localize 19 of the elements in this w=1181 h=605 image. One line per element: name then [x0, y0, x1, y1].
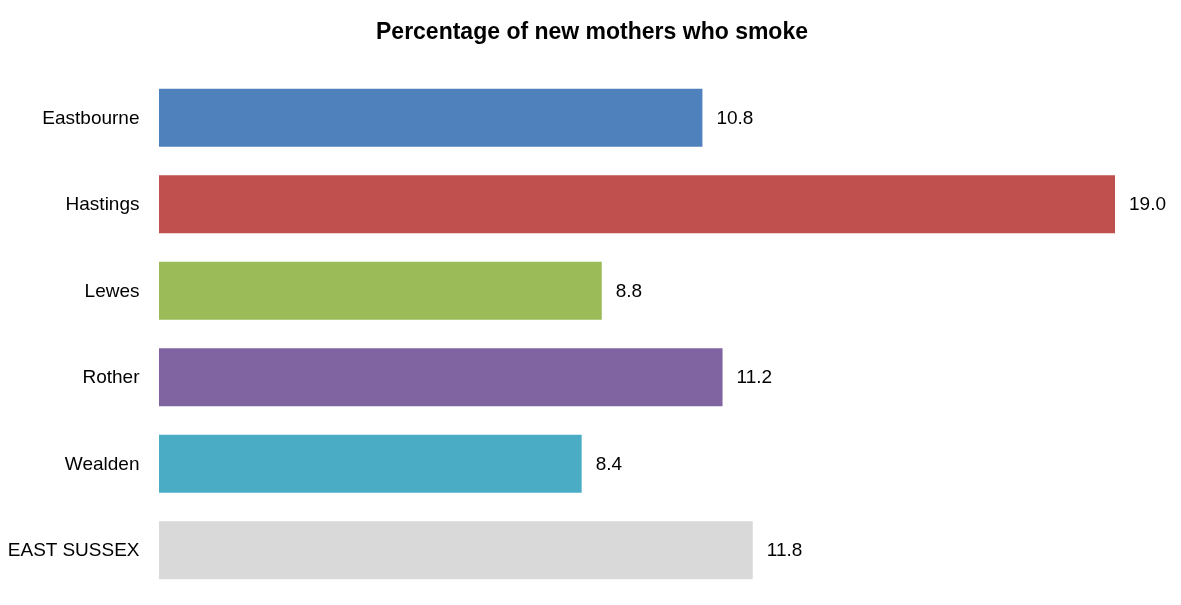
- data-label: 11.8: [766, 539, 803, 561]
- data-label: 11.2: [736, 366, 773, 388]
- bar: [159, 88, 703, 147]
- y-tick-label: Wealden: [64, 452, 140, 474]
- data-label: 10.8: [716, 106, 754, 128]
- data-label: 8.8: [615, 279, 643, 301]
- bar: [159, 348, 723, 407]
- bar: [159, 521, 753, 580]
- data-label: 8.4: [595, 452, 623, 474]
- bar: [159, 434, 582, 493]
- y-tick-label: Hastings: [65, 193, 140, 215]
- data-label: 19.0: [1129, 193, 1166, 215]
- y-tick-label: Lewes: [84, 279, 140, 301]
- chart-title: Percentage of new mothers who smoke: [375, 18, 809, 44]
- bar: [159, 175, 1115, 234]
- bar: [159, 261, 602, 320]
- y-tick-label: Eastbourne: [42, 106, 140, 128]
- y-tick-label: EAST SUSSEX: [7, 539, 140, 561]
- y-tick-label: Rother: [82, 366, 141, 388]
